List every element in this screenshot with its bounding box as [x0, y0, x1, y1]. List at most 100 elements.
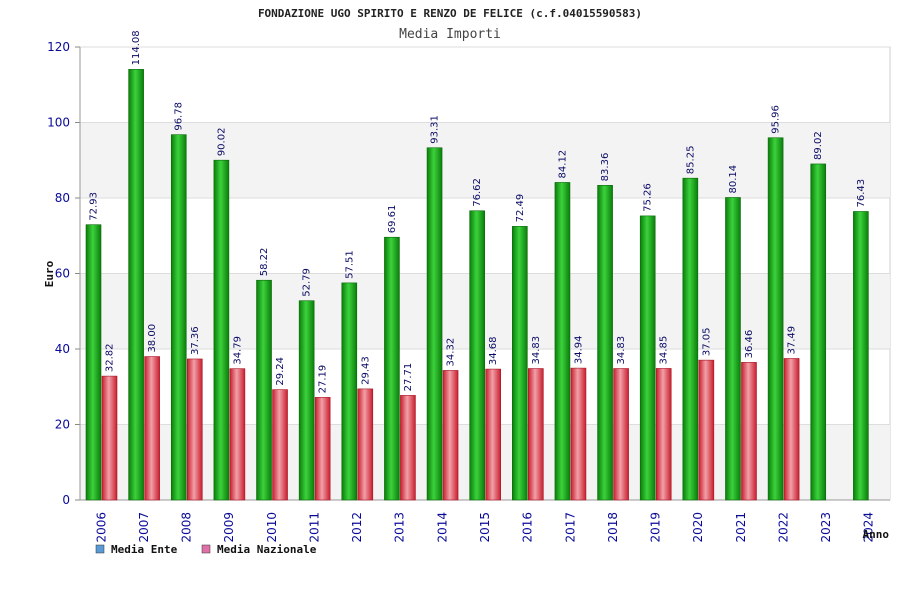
bar-media-nazionale: [101, 375, 118, 501]
y-tick-label: 80: [55, 191, 70, 205]
bar-media-ente: [85, 224, 102, 501]
bar-media-ente: [298, 300, 315, 501]
data-label: 90.02: [216, 128, 227, 157]
x-tick-label: 2014: [435, 512, 449, 543]
data-label: 52.79: [302, 268, 313, 297]
bar-media-ente: [853, 211, 869, 501]
x-tick-label: 2023: [819, 512, 833, 543]
bar-media-nazionale: [357, 388, 374, 501]
bar-media-nazionale: [400, 395, 416, 501]
x-tick-label: 2019: [649, 512, 663, 543]
bar-media-nazionale: [442, 370, 459, 501]
legend-swatch: [95, 544, 105, 554]
bar-media-nazionale: [783, 358, 800, 501]
bars: [85, 69, 869, 501]
data-label: 76.62: [472, 178, 483, 207]
x-tick-label: 2016: [521, 512, 535, 543]
bar-media-ente: [810, 163, 827, 501]
data-label: 34.32: [446, 338, 457, 367]
data-label: 34.85: [659, 336, 670, 365]
bar-media-ente: [213, 159, 230, 501]
bar-media-nazionale: [570, 367, 587, 501]
data-label: 58.22: [259, 248, 270, 277]
x-tick-label: 2011: [307, 512, 321, 543]
x-tick-label: 2009: [222, 512, 236, 543]
bar-media-ente: [512, 226, 528, 501]
data-labels: 72.93 32.82 114.08 38.00 96.78 37.36 90.02 34.7…: [89, 30, 867, 393]
data-label: 27.71: [403, 363, 414, 392]
x-tick-label: 2007: [137, 512, 151, 543]
x-tick-label: 2024: [862, 512, 876, 543]
bar-media-ente: [256, 279, 272, 501]
data-label: 34.83: [531, 336, 542, 365]
bar-media-nazionale: [528, 368, 544, 501]
bar-media-nazionale: [655, 368, 672, 501]
x-tick-label: 2020: [691, 512, 705, 543]
data-label: 37.05: [701, 327, 712, 356]
data-label: 27.19: [318, 365, 329, 394]
bar-media-ente: [554, 182, 571, 501]
data-label: 38.00: [147, 324, 158, 353]
bar-media-ente: [767, 137, 784, 501]
bar-media-ente: [426, 147, 443, 501]
y-axis-title: Euro: [43, 260, 56, 287]
data-label: 72.49: [515, 194, 526, 223]
data-label: 80.14: [728, 165, 739, 194]
data-label: 89.02: [813, 131, 824, 160]
data-label: 36.46: [744, 330, 755, 359]
bar-media-nazionale: [314, 397, 331, 501]
data-label: 32.82: [105, 343, 116, 372]
y-axis-ticks: 0 20 40 60 80 100 120: [47, 40, 70, 507]
data-label: 57.51: [344, 250, 355, 279]
bar-media-nazionale: [229, 368, 246, 501]
data-label: 29.43: [360, 356, 371, 385]
bar-media-nazionale: [144, 356, 160, 501]
data-label: 95.96: [771, 105, 782, 134]
bar-media-nazionale: [272, 389, 288, 501]
bar-media-ente: [384, 236, 400, 501]
bar-media-nazionale: [741, 362, 757, 501]
y-tick-label: 120: [47, 40, 70, 54]
x-tick-label: 2013: [393, 512, 407, 543]
data-label: 37.49: [787, 326, 798, 355]
legend: Media Ente Media Nazionale: [95, 543, 317, 556]
y-tick-label: 40: [55, 342, 70, 356]
x-tick-label: 2018: [606, 512, 620, 543]
data-label: 34.79: [232, 336, 243, 365]
bar-media-ente: [639, 215, 656, 501]
legend-label: Media Ente: [111, 543, 178, 556]
data-label: 34.94: [573, 335, 584, 364]
x-tick-label: 2021: [734, 512, 748, 543]
y-tick-label: 100: [47, 116, 70, 130]
legend-swatch: [201, 544, 211, 554]
bar-media-ente: [597, 185, 613, 501]
x-tick-label: 2008: [180, 512, 194, 543]
data-label: 29.24: [275, 357, 286, 386]
bar-media-ente: [682, 177, 699, 501]
legend-label: Media Nazionale: [217, 543, 317, 556]
chart-title: FONDAZIONE UGO SPIRITO E RENZO DE FELICE…: [258, 7, 642, 20]
data-label: 34.83: [616, 336, 627, 365]
data-label: 114.08: [131, 30, 142, 65]
x-axis-ticks: 2006 2007 2008 2009 2010 2011 2012 2013 2014 2015…: [94, 512, 875, 543]
bar-media-ente: [469, 210, 485, 501]
data-label: 69.61: [387, 205, 398, 234]
data-label: 72.93: [89, 192, 100, 221]
x-tick-label: 2017: [563, 512, 577, 543]
data-label: 34.68: [488, 336, 499, 365]
bar-media-nazionale: [485, 368, 501, 501]
data-label: 83.36: [600, 153, 611, 182]
x-tick-label: 2010: [265, 512, 279, 543]
data-label: 96.78: [174, 102, 185, 131]
data-label: 85.25: [685, 146, 696, 175]
bar-media-ente: [170, 134, 187, 501]
bar-media-ente: [725, 197, 741, 501]
x-axis-title: Anno: [863, 528, 890, 541]
y-tick-label: 60: [55, 267, 70, 281]
bar-media-nazionale: [698, 359, 715, 501]
data-label: 93.31: [430, 115, 441, 144]
y-tick-label: 20: [55, 418, 70, 432]
bar-media-ente: [128, 69, 144, 501]
